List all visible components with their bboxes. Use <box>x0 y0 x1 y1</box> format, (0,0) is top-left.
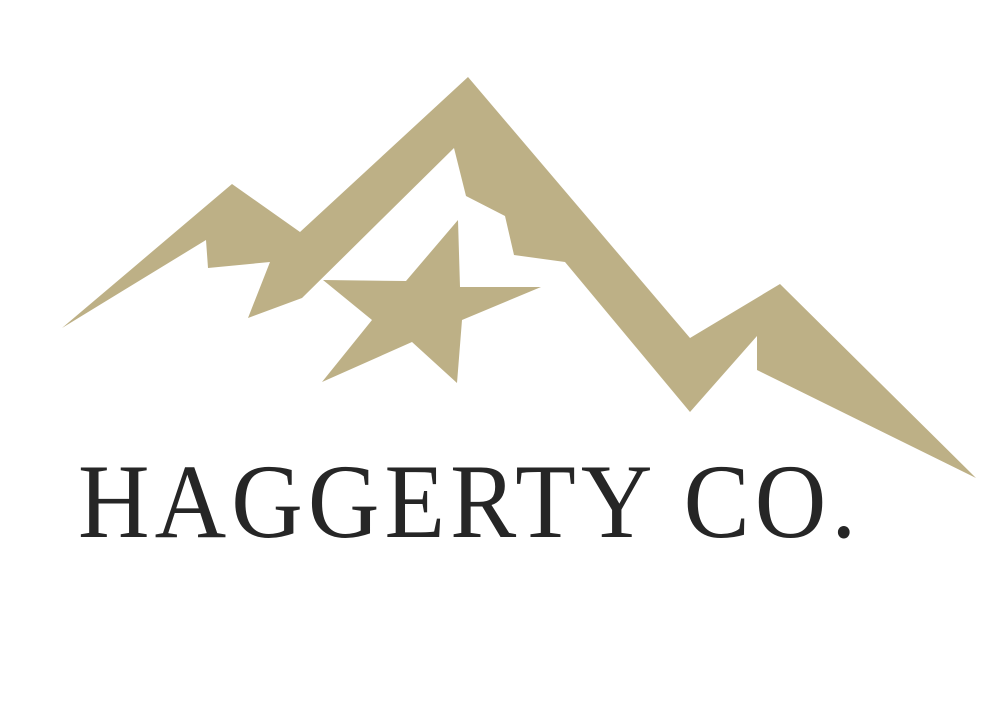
mountain-range-shape <box>62 77 976 478</box>
star-shape <box>322 220 541 383</box>
brand-name: HAGGERTY CO. <box>78 442 862 561</box>
mountain-star-icon <box>62 77 976 478</box>
